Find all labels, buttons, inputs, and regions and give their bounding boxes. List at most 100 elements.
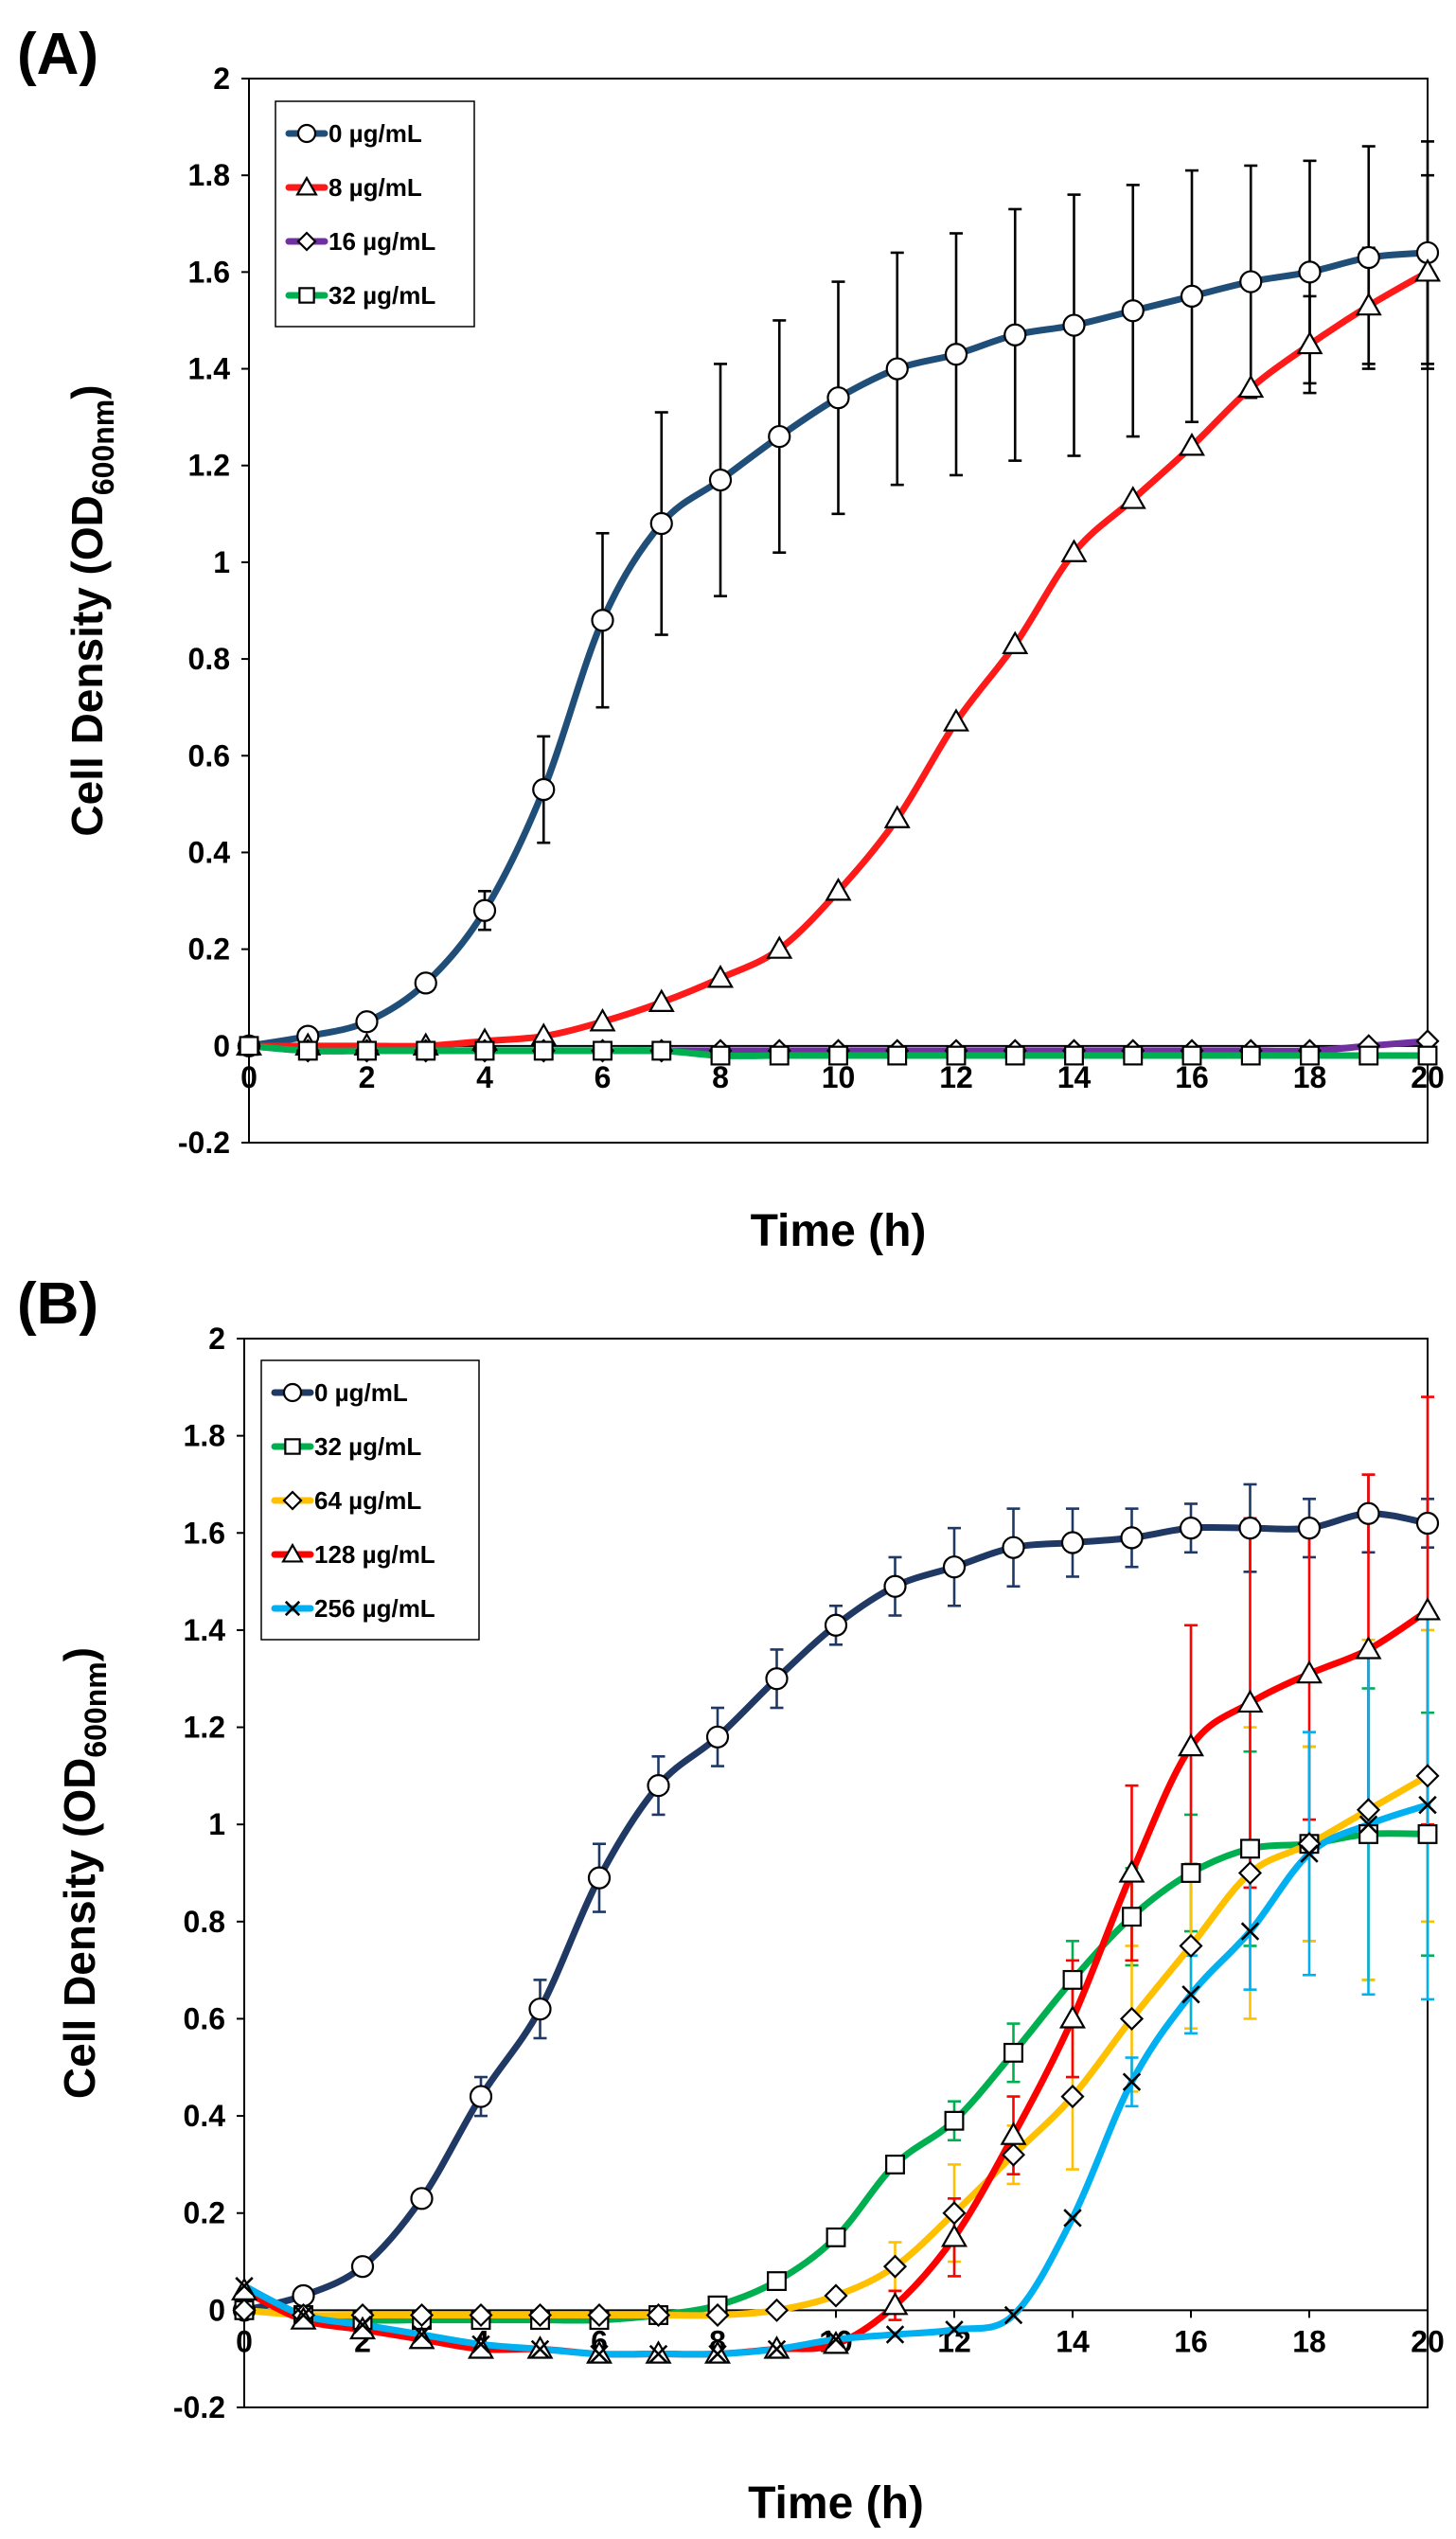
data-point [824,2283,848,2308]
data-point [1062,313,1086,337]
x-tick-label: 16 [1175,1060,1209,1094]
y-tick-label: 1.2 [184,1711,225,1745]
data-point [1240,1838,1260,1859]
legend-label: 16 µg/mL [328,227,435,256]
data-point [946,1045,967,1066]
y-tick-label: 0.4 [184,2099,226,2133]
plot-frame [248,78,1429,1144]
data-point [1296,330,1323,355]
data-point [1414,1597,1441,1621]
y-tick-label: 0.4 [188,835,231,869]
y-axis-title-end: ) [62,384,112,399]
data-point [768,424,791,449]
data-point [239,1036,259,1056]
data-point [1118,1859,1145,1883]
data-point [1298,260,1322,284]
y-axis-title-sub: 600nm [79,1661,113,1757]
data-point [1237,1860,1263,1886]
legend-marker [295,175,318,196]
data-point [1355,1636,1382,1660]
y-tick-label: 0 [213,1029,230,1063]
data-point [293,2305,313,2325]
data-point [710,1045,731,1066]
data-point [883,805,911,828]
data-point [1122,2072,1142,2091]
data-point [587,2302,612,2328]
data-point [825,878,852,901]
series-markers-0 [237,240,1440,1057]
data-point [651,1040,672,1061]
legend-marker [298,287,315,304]
data-point [769,1045,790,1066]
data-point [1003,323,1027,346]
data-point [593,1040,613,1061]
y-tick-label: 1.6 [184,1516,225,1550]
data-point [1240,1922,1260,1941]
data-point [1060,1531,1085,1554]
y-tick-label: 1.4 [188,352,231,386]
data-point [1123,1045,1144,1066]
legend-label: 32 µg/mL [328,281,435,310]
y-tick-label: 1 [213,545,230,579]
data-point [235,2276,254,2296]
legend-marker [284,1600,301,1617]
data-point [828,1045,848,1066]
data-point [648,2344,668,2364]
data-point [1179,432,1205,456]
data-point [292,2283,315,2308]
x-tick-label: 12 [939,1060,973,1094]
data-point [647,1774,670,1798]
series-markers-4 [235,1795,1437,2364]
y-axis-title-sub: 600nm [86,399,120,495]
data-point [887,1045,908,1066]
legend-label: 256 µg/mL [314,1594,435,1623]
data-point [416,1040,436,1061]
x-axis-title: Time (h) [748,2478,924,2529]
data-point [353,2316,372,2335]
legend-label: 128 µg/mL [314,1540,435,1569]
data-point [1357,245,1380,270]
legend: 0 µg/mL 32 µg/mL 64 µg/mL 128 µg/mL 256 µg/m… [260,1359,480,1641]
data-point [355,1010,379,1034]
series-markers-2 [232,1764,1440,2328]
data-point [826,2330,845,2349]
data-point [590,2344,609,2364]
data-point [945,2320,964,2339]
data-point [349,2316,376,2340]
series-markers-1 [234,1823,1438,2331]
data-point [1003,2305,1023,2325]
data-point [1180,284,1204,309]
y-tick-label: 1.6 [188,255,230,289]
data-point [1179,1933,1203,1959]
data-point [1237,374,1265,399]
data-point [1181,1985,1200,2004]
data-point [1122,1907,1142,1927]
y-tick-label: 0.8 [188,642,230,676]
data-point [765,1667,789,1691]
data-point [1120,1526,1144,1550]
data-point [1417,1045,1438,1066]
legend-marker [296,231,317,252]
data-point [826,386,850,410]
y-tick-label: 1.4 [184,1613,226,1647]
data-point [297,1040,318,1061]
data-point [1064,1045,1084,1066]
y-axis-title: Cell Density (OD600nm) [55,1647,113,2099]
data-point [1004,1045,1025,1066]
data-point [533,1040,554,1061]
y-tick-label: 0.6 [184,2001,225,2035]
legend-marker [284,1438,301,1455]
data-point [1415,1764,1440,1788]
data-point [410,2187,434,2211]
y-tick-label: 0.8 [184,1905,225,1939]
data-point [1238,1517,1262,1540]
data-point [941,2224,968,2247]
data-point [532,777,556,802]
x-tick-label: 20 [1411,2324,1445,2358]
panel-label: (B) [17,1271,98,1337]
x-tick-label: 20 [1411,1060,1445,1094]
y-tick-label: 0 [208,2293,225,2327]
data-point [823,2330,849,2354]
data-point [1178,1732,1204,1757]
data-point [1179,1517,1203,1540]
